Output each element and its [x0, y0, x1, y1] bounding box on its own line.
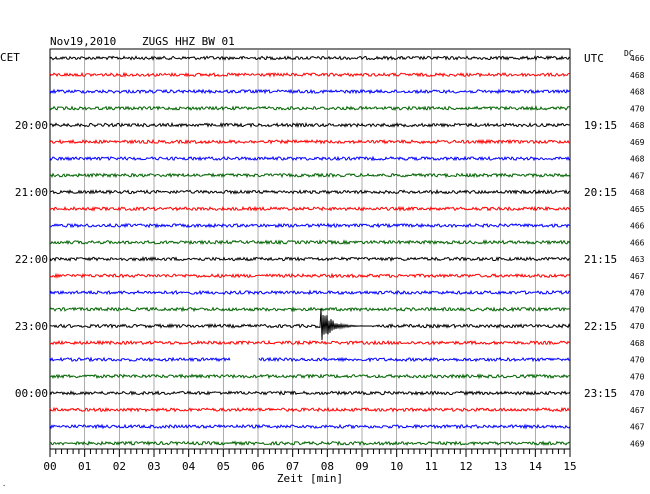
dc-offset-value: 467: [630, 406, 645, 415]
dc-offset-value: 466: [630, 238, 645, 247]
trace-9: [49, 205, 571, 212]
trace-11: [49, 239, 571, 246]
x-tick-label: 00: [43, 460, 56, 473]
trace-2: [49, 88, 571, 95]
trace-5: [49, 138, 571, 145]
dc-offset-value: 468: [630, 155, 645, 164]
trace-21: [49, 406, 571, 413]
cet-time-label: 22:00: [15, 253, 48, 266]
trace-6: [49, 155, 571, 162]
cet-time-label: 23:00: [15, 320, 48, 333]
trace-16: [49, 308, 571, 341]
x-tick-label: 11: [425, 460, 438, 473]
utc-time-label: 23:15: [584, 387, 617, 400]
grid: [84, 49, 536, 449]
dc-offset-value: 468: [630, 121, 645, 130]
cet-time-label: 00:00: [15, 387, 48, 400]
dc-offset-value: 468: [630, 188, 645, 197]
x-axis-title: Zeit [min]: [277, 472, 343, 485]
dc-offset-value: 470: [630, 305, 645, 314]
dc-offset-value: 469: [630, 138, 645, 147]
x-tick-label: 02: [113, 460, 126, 473]
dc-offset-value: 470: [630, 104, 645, 113]
trace-17: [49, 339, 571, 346]
x-tick-label: 06: [251, 460, 264, 473]
dc-offset-value: 463: [630, 255, 645, 264]
dc-offset-value: 468: [630, 71, 645, 80]
cet-time-label: 21:00: [15, 186, 48, 199]
utc-time-label: 20:15: [584, 186, 617, 199]
dc-offset-value: 466: [630, 54, 645, 63]
dc-offset-value: 466: [630, 222, 645, 231]
trace-19: [49, 373, 571, 380]
trace-23: [49, 440, 571, 447]
corner-mark: .: [2, 480, 6, 488]
x-tick-label: 08: [321, 460, 334, 473]
x-tick-label: 07: [286, 460, 299, 473]
dc-offset-value: 465: [630, 205, 645, 214]
dc-offset-value: 470: [630, 322, 645, 331]
dc-offset-value: 467: [630, 272, 645, 281]
trace-22: [49, 423, 571, 430]
x-tick-label: 10: [390, 460, 403, 473]
trace-18: [49, 356, 571, 363]
date-label: Nov19,2010: [50, 35, 116, 48]
station-label: ZUGS HHZ BW 01: [142, 35, 235, 48]
dc-offset-value: 470: [630, 372, 645, 381]
trace-8: [49, 188, 571, 195]
trace-14: [49, 289, 571, 296]
utc-time-label: UTC: [584, 52, 604, 65]
trace-7: [49, 172, 571, 179]
trace-group: [49, 55, 571, 447]
x-tick-label: 12: [459, 460, 472, 473]
trace-1: [49, 71, 571, 78]
utc-time-label: 21:15: [584, 253, 617, 266]
x-axis: 00 01 02 03 04 05 06 07 08 09 10 11 12 13 14 15: [43, 449, 577, 473]
dc-offset-value: 470: [630, 389, 645, 398]
x-tick-label: 04: [182, 460, 196, 473]
trace-13: [49, 272, 571, 279]
dc-offset-value: 468: [630, 339, 645, 348]
x-tick-label: 15: [563, 460, 576, 473]
trace-10: [50, 222, 571, 229]
trace-15: [49, 306, 571, 313]
left-zone-label: CET: [0, 51, 20, 64]
trace-12: [49, 256, 570, 263]
dc-offset-value: 469: [630, 439, 645, 448]
x-tick-label: 13: [494, 460, 507, 473]
dc-label: DC: [624, 49, 634, 58]
x-tick-label: 05: [217, 460, 230, 473]
dc-offset-value: 467: [630, 171, 645, 180]
x-tick-label: 14: [529, 460, 543, 473]
x-tick-label: 09: [355, 460, 368, 473]
utc-time-label: 19:15: [584, 119, 617, 132]
label-group: 20:00 21:00 22:00 23:00 00:00 UTC 19:15 20:15 21…: [15, 52, 645, 448]
dc-offset-value: 467: [630, 423, 645, 432]
utc-time-label: 22:15: [584, 320, 617, 333]
trace-4: [49, 121, 571, 129]
dc-offset-value: 470: [630, 356, 645, 365]
cet-time-label: 20:00: [15, 119, 48, 132]
trace-0: [49, 55, 571, 61]
trace-3: [49, 105, 571, 112]
dc-offset-value: 470: [630, 289, 645, 298]
x-tick-label: 03: [147, 460, 160, 473]
x-tick-label: 01: [78, 460, 91, 473]
dc-offset-value: 468: [630, 88, 645, 97]
trace-20: [49, 390, 571, 396]
